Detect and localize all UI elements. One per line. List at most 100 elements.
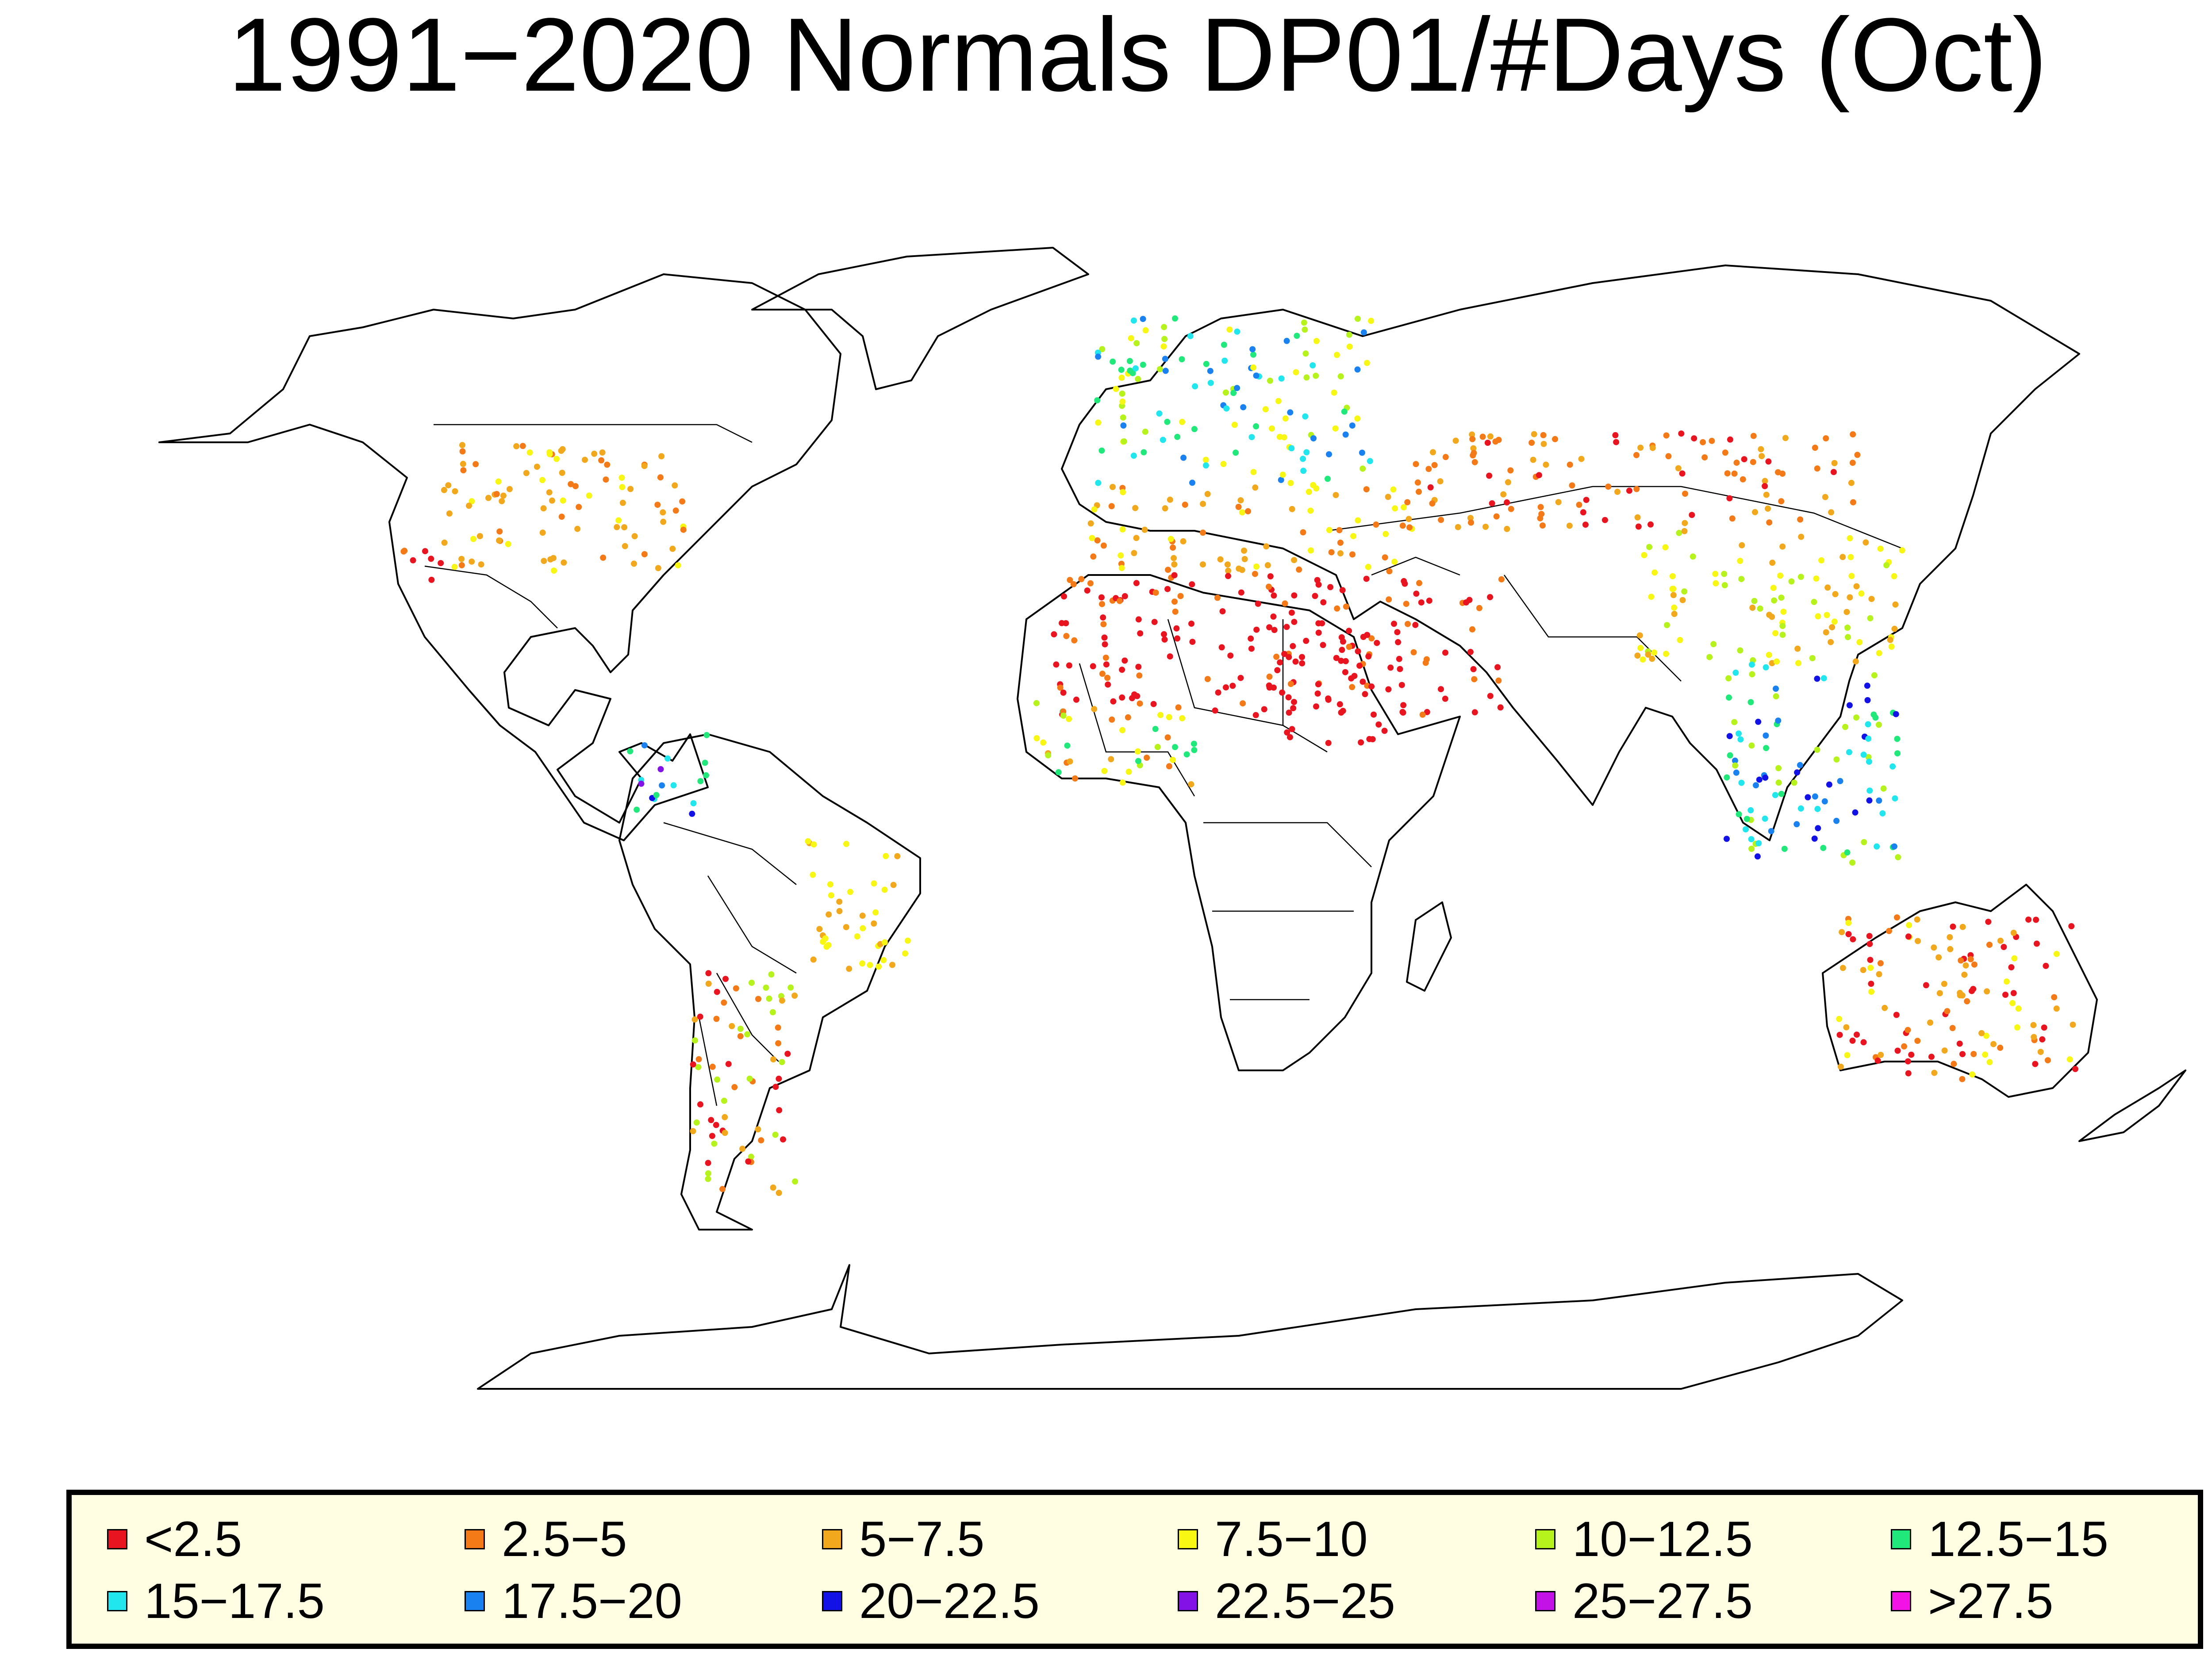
station-point <box>1646 544 1652 550</box>
station-point <box>1349 551 1356 558</box>
station-point <box>787 984 794 991</box>
station-point <box>472 461 479 468</box>
station-point <box>1507 467 1514 474</box>
station-point <box>410 557 416 564</box>
station-point <box>1250 351 1256 358</box>
station-point <box>1860 967 1866 974</box>
station-point <box>1218 644 1225 651</box>
station-point <box>459 442 465 448</box>
station-point <box>428 556 434 562</box>
legend-item: 5−7.5 <box>822 1513 984 1566</box>
station-point <box>693 1119 700 1126</box>
station-point <box>1899 547 1905 554</box>
station-point <box>725 1061 732 1067</box>
station-point <box>560 497 566 504</box>
station-point <box>1779 623 1786 629</box>
station-point <box>1189 479 1195 486</box>
station-point <box>1166 714 1172 721</box>
station-point <box>1282 415 1289 422</box>
station-point <box>1359 449 1365 456</box>
station-point <box>627 748 634 755</box>
legend-swatch <box>1535 1591 1555 1611</box>
station-point <box>458 562 465 568</box>
station-point <box>1867 965 1874 971</box>
station-point <box>772 1131 779 1138</box>
station-point <box>1871 672 1878 678</box>
station-point <box>1839 965 1846 971</box>
station-point <box>859 912 866 919</box>
station-point <box>1665 453 1672 460</box>
station-point <box>1752 509 1758 515</box>
station-point <box>1844 1052 1851 1058</box>
station-point <box>1864 697 1871 703</box>
station-point <box>1349 422 1356 429</box>
station-point <box>1355 517 1361 524</box>
station-point <box>1055 769 1062 775</box>
station-point <box>763 985 769 991</box>
station-point <box>2041 1024 2047 1031</box>
station-point <box>1263 543 1270 550</box>
station-point <box>1690 553 1696 560</box>
station-point <box>1226 326 1233 333</box>
station-point <box>1215 689 1221 696</box>
station-point <box>1165 567 1171 573</box>
station-point <box>1236 565 1242 572</box>
station-point <box>1772 792 1778 798</box>
station-point <box>894 853 901 859</box>
station-point <box>695 1064 702 1070</box>
station-point <box>539 477 545 483</box>
station-point <box>1333 352 1340 358</box>
station-point <box>1094 397 1101 404</box>
station-point <box>1756 776 1763 783</box>
station-point <box>719 1186 726 1192</box>
station-point <box>1325 740 1332 746</box>
station-point <box>1312 593 1318 599</box>
legend-item: 20−22.5 <box>822 1575 1040 1628</box>
station-point <box>1669 573 1676 579</box>
station-point <box>1078 576 1085 583</box>
station-point <box>1332 425 1339 432</box>
station-point <box>1814 675 1820 682</box>
station-point <box>496 537 503 544</box>
station-point <box>1413 590 1420 597</box>
station-point <box>1066 716 1072 722</box>
station-point <box>1710 641 1717 648</box>
station-point <box>1233 449 1239 456</box>
station-point <box>1867 615 1874 621</box>
station-point <box>1371 711 1377 718</box>
station-point <box>1849 1037 1856 1044</box>
station-point <box>1766 612 1773 618</box>
station-point <box>1188 781 1194 788</box>
station-point <box>1854 1031 1860 1038</box>
station-point <box>1087 580 1094 586</box>
station-point <box>1762 815 1768 822</box>
station-point <box>1469 626 1475 632</box>
station-point <box>619 484 626 491</box>
station-point <box>1769 660 1775 667</box>
station-point <box>1947 946 1954 952</box>
station-point <box>2053 1005 2060 1012</box>
station-point <box>1157 712 1164 718</box>
station-point <box>582 456 588 463</box>
station-point <box>672 507 679 514</box>
station-point <box>1137 700 1143 707</box>
station-point <box>1230 390 1237 396</box>
station-point <box>1116 598 1123 604</box>
station-point <box>1850 936 1856 943</box>
station-point <box>1239 509 1245 516</box>
station-point <box>1121 657 1128 664</box>
station-point <box>1823 629 1829 636</box>
station-point <box>1865 721 1871 728</box>
legend-label: 17.5−20 <box>502 1573 682 1629</box>
station-point <box>1337 550 1344 556</box>
station-point <box>634 806 640 813</box>
station-point <box>1358 739 1364 746</box>
station-point <box>1749 605 1756 611</box>
station-point <box>459 448 466 455</box>
station-point <box>1866 787 1873 794</box>
station-point <box>1747 807 1754 813</box>
station-point <box>1057 684 1064 691</box>
station-point <box>1850 431 1856 437</box>
station-point <box>810 871 816 878</box>
station-point <box>1736 811 1742 817</box>
